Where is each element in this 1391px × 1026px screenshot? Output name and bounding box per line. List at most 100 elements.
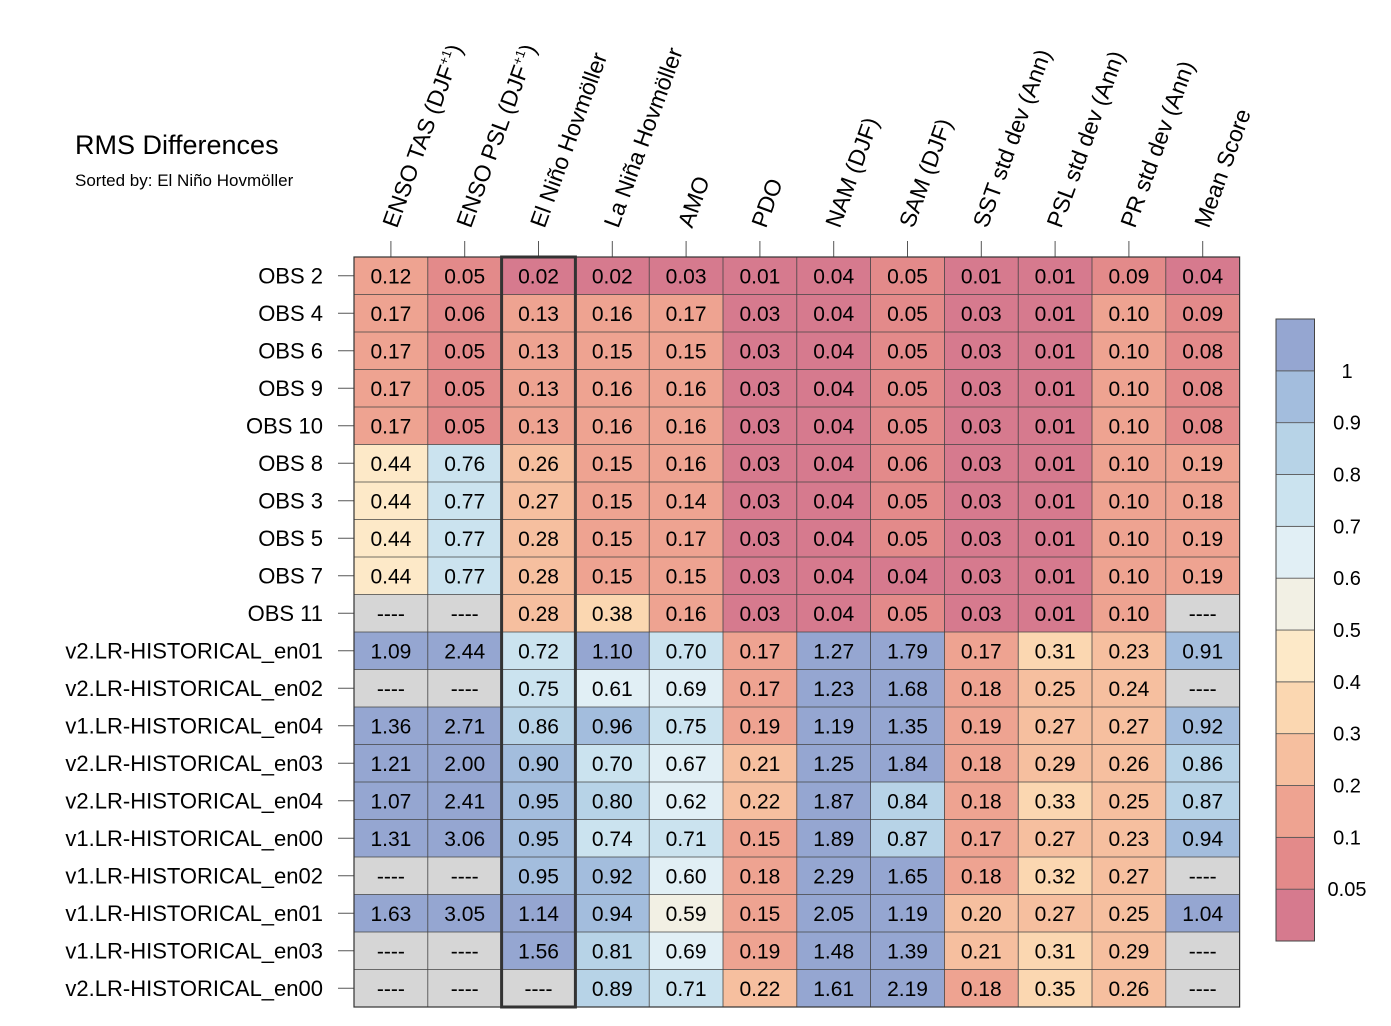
heatmap-cell xyxy=(649,294,723,332)
colorbar-swatch xyxy=(1275,681,1315,735)
cell-value-label: 0.28 xyxy=(518,528,559,551)
heatmap-cell xyxy=(501,294,576,332)
row-label: v1.LR-HISTORICAL_en01 xyxy=(65,901,323,926)
cell-value-label: 0.03 xyxy=(739,528,780,551)
cell-value-label: 0.02 xyxy=(592,265,633,288)
cell-value-label: 0.94 xyxy=(1182,828,1223,851)
heatmap-cell xyxy=(427,332,502,370)
heatmap-cell xyxy=(870,632,945,670)
heatmap-cell xyxy=(354,894,428,932)
cell-value-label: 0.16 xyxy=(666,415,707,438)
cell-value-label: 0.77 xyxy=(444,490,485,513)
cell-value-label: 1.63 xyxy=(370,903,411,926)
column-label-main: SST std dev (Ann) xyxy=(968,46,1057,231)
cell-value-label: 0.25 xyxy=(1108,903,1149,926)
cell-value-label: 1.87 xyxy=(813,790,854,813)
heatmap-cell xyxy=(796,369,871,407)
cell-value-label: 0.05 xyxy=(444,340,485,363)
column-label-main: La Niña Hovmöller xyxy=(599,44,688,231)
cell-value-label: 0.19 xyxy=(739,940,780,963)
heatmap-cell xyxy=(1092,594,1166,632)
row-label: OBS 4 xyxy=(258,301,323,326)
cell-value-label: 0.03 xyxy=(961,603,1002,626)
cell-value-label: 0.16 xyxy=(666,603,707,626)
heatmap-cell xyxy=(1018,782,1092,820)
cell-value-label: 0.03 xyxy=(739,490,780,513)
column-label: SAM (DJF) xyxy=(894,115,957,231)
cell-value-label: 0.03 xyxy=(739,303,780,326)
chart-subtitle: Sorted by: El Niño Hovmöller xyxy=(75,171,294,190)
heatmap-cell xyxy=(723,332,797,370)
heatmap-cell xyxy=(1018,894,1092,932)
colorbar-swatch xyxy=(1275,836,1315,890)
heatmap-cell xyxy=(870,257,945,295)
heatmap-cell xyxy=(354,669,428,707)
heatmap-cell xyxy=(354,332,428,370)
heatmap-cell xyxy=(649,744,723,782)
heatmap-cell xyxy=(1018,669,1092,707)
cell-value-label: 0.03 xyxy=(961,490,1002,513)
heatmap-cell xyxy=(649,857,723,895)
heatmap-cell xyxy=(870,594,945,632)
heatmap-cell xyxy=(723,632,797,670)
heatmap-cell xyxy=(944,407,1019,445)
cell-value-label: 0.32 xyxy=(1035,865,1076,888)
cell-value-label: 0.44 xyxy=(370,453,411,476)
colorbar-tick-label: 0.6 xyxy=(1333,568,1361,590)
heatmap-cell xyxy=(1092,332,1166,370)
colorbar-swatch xyxy=(1275,785,1315,838)
heatmap-cell xyxy=(796,819,871,857)
heatmap-cell xyxy=(649,482,723,520)
cell-value-label: 0.04 xyxy=(887,565,928,588)
column-label: ENSO TAS (DJF+1) xyxy=(377,41,467,231)
cell-value-label: 0.25 xyxy=(1035,678,1076,701)
heatmap-cell xyxy=(1165,932,1240,970)
cell-value-label: 0.03 xyxy=(961,340,1002,363)
heatmap-cell xyxy=(1165,857,1240,895)
heatmap-cell xyxy=(723,294,797,332)
heatmap-cell xyxy=(723,594,797,632)
heatmap-cell xyxy=(354,482,428,520)
cell-value-label: 1.36 xyxy=(370,715,411,738)
column-label-main: ENSO PSL (DJF xyxy=(451,62,534,231)
cell-value-label: 0.74 xyxy=(592,828,633,851)
column-label-main: ENSO TAS (DJF xyxy=(377,62,460,231)
cell-value-label: 0.16 xyxy=(592,415,633,438)
cell-value-label: ---- xyxy=(377,865,405,888)
heatmap-cell xyxy=(796,857,871,895)
cell-value-label: 0.71 xyxy=(666,828,707,851)
column-label: PR std dev (Ann) xyxy=(1115,57,1199,230)
heatmap-cell xyxy=(354,519,428,557)
colorbar-tick-label: 0.7 xyxy=(1333,516,1361,538)
heatmap-cell xyxy=(944,482,1019,520)
cell-value-label: 2.19 xyxy=(887,978,928,1001)
heatmap-cell xyxy=(1018,444,1092,482)
heatmap-cell xyxy=(870,482,945,520)
heatmap-cell xyxy=(649,932,723,970)
cell-value-label: 0.05 xyxy=(444,265,485,288)
cell-value-label: 0.24 xyxy=(1108,678,1149,701)
cell-value-label: 0.10 xyxy=(1108,340,1149,363)
chart-title: RMS Differences xyxy=(75,130,279,160)
cell-value-label: 0.17 xyxy=(961,640,1002,663)
heatmap-cell xyxy=(427,932,502,970)
cell-value-label: 1.19 xyxy=(813,715,854,738)
cell-value-label: 0.13 xyxy=(518,378,559,401)
heatmap-cell xyxy=(501,519,576,557)
cell-value-label: 1.31 xyxy=(370,828,411,851)
heatmap-cell xyxy=(796,482,871,520)
heatmap-cell xyxy=(1092,294,1166,332)
heatmap-cell xyxy=(723,557,797,595)
cell-value-label: 2.41 xyxy=(444,790,485,813)
heatmap-cell xyxy=(575,407,650,445)
cell-value-label: 1.10 xyxy=(592,640,633,663)
cell-value-label: ---- xyxy=(1189,865,1217,888)
cell-value-label: 0.19 xyxy=(1182,528,1223,551)
heatmap-cell xyxy=(944,557,1019,595)
heatmap-cell xyxy=(1092,932,1166,970)
heatmap-cell xyxy=(427,969,502,1007)
colorbar-swatch xyxy=(1275,577,1315,631)
cell-value-label: 0.23 xyxy=(1108,640,1149,663)
row-label: OBS 6 xyxy=(258,338,323,363)
heatmap-cell xyxy=(796,519,871,557)
